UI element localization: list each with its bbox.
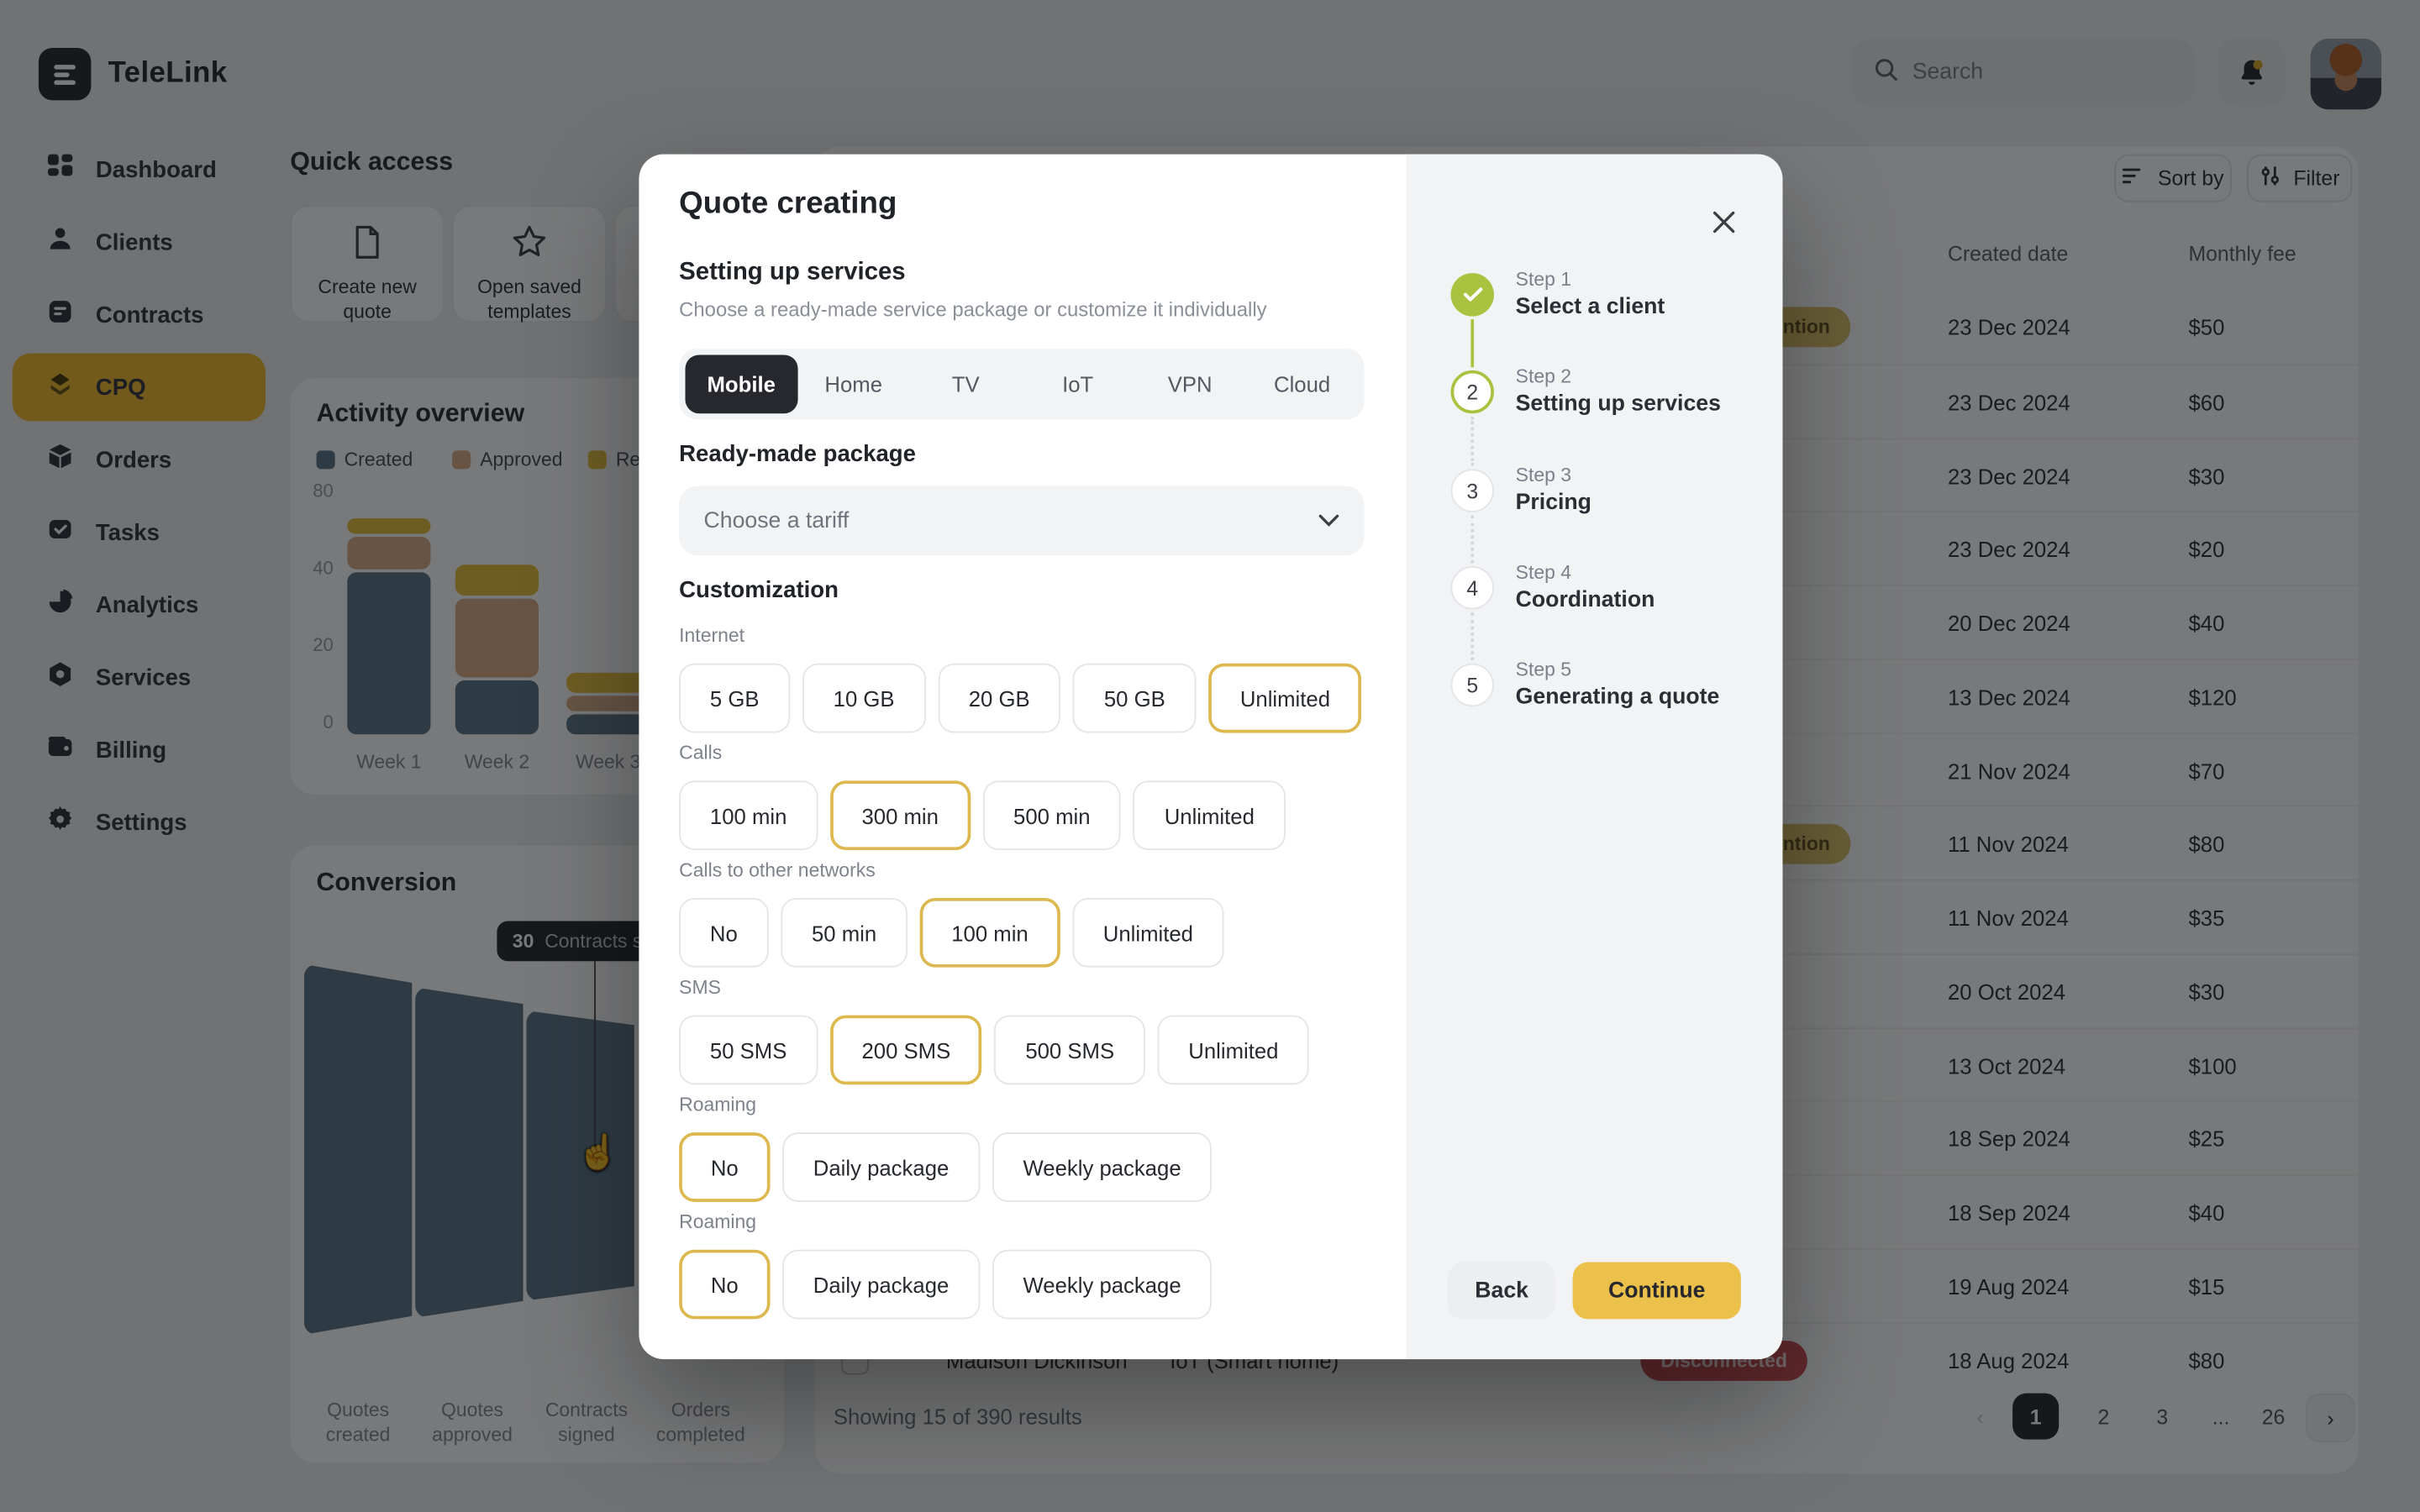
option-group: No Daily package Weekly package <box>679 1249 1213 1320</box>
option-button[interactable]: 50 GB <box>1073 663 1197 733</box>
option-group: 5 GB 10 GB 20 GB 50 GB Unlimited <box>679 663 1362 733</box>
group-label: Calls <box>679 742 723 764</box>
option-button[interactable]: 10 GB <box>802 663 926 733</box>
stepper-panel <box>1406 154 1783 1360</box>
step-connector <box>1470 612 1475 661</box>
group-label: SMS <box>679 976 721 999</box>
modal-title: Quote creating <box>679 186 897 221</box>
step-connector <box>1470 319 1475 368</box>
option-button[interactable]: Weekly package <box>992 1132 1213 1202</box>
modal-section-title: Setting up services <box>679 259 906 286</box>
tab-home[interactable]: Home <box>824 371 883 397</box>
step-circle: 2 <box>1450 370 1494 414</box>
option-group: 100 min 300 min 500 min Unlimited <box>679 780 1286 851</box>
step-connector <box>1470 416 1475 466</box>
step-eyebrow: Step 5 <box>1515 659 1572 680</box>
step-eyebrow: Step 4 <box>1515 561 1572 584</box>
tariff-select[interactable]: Choose a tariff <box>679 486 1365 556</box>
option-button[interactable]: 5 GB <box>679 663 791 733</box>
option-group: 50 SMS 200 SMS 500 SMS Unlimited <box>679 1015 1310 1085</box>
option-button[interactable]: 300 min <box>829 780 971 851</box>
group-label: Roaming <box>679 1094 757 1116</box>
option-button[interactable]: 500 min <box>982 780 1122 851</box>
option-button[interactable]: Unlimited <box>1208 663 1362 733</box>
tariff-select-value: Choose a tariff <box>703 508 850 533</box>
option-button[interactable]: No <box>679 1132 771 1202</box>
step-circle: 3 <box>1450 469 1494 512</box>
option-button[interactable]: 50 min <box>781 897 908 968</box>
chevron-down-icon <box>1318 508 1340 533</box>
service-type-tabs: Mobile Home TV IoT VPN Cloud <box>679 349 1365 420</box>
step-title: Generating a quote <box>1515 685 1720 710</box>
tab-cloud[interactable]: Cloud <box>1274 371 1331 397</box>
option-button[interactable]: Unlimited <box>1072 897 1224 968</box>
group-label: Calls to other networks <box>679 859 876 881</box>
option-button[interactable]: No <box>679 1249 771 1320</box>
option-button[interactable]: Weekly package <box>992 1249 1213 1320</box>
package-label: Ready-made package <box>679 441 916 468</box>
tab-vpn[interactable]: VPN <box>1167 371 1213 397</box>
option-button[interactable]: 500 SMS <box>994 1015 1145 1085</box>
step-eyebrow: Step 2 <box>1515 365 1572 388</box>
check-icon <box>1462 283 1482 307</box>
modal-section-subtitle: Choose a ready-made service package or c… <box>679 297 1267 322</box>
customization-title: Customization <box>679 576 839 604</box>
quote-creating-modal: Quote creating Setting up services Choos… <box>639 154 1783 1360</box>
option-button[interactable]: Daily package <box>782 1249 981 1320</box>
step-eyebrow: Step 3 <box>1515 464 1572 486</box>
option-button[interactable]: No <box>679 897 769 968</box>
option-group: No Daily package Weekly package <box>679 1132 1213 1202</box>
step-eyebrow: Step 1 <box>1515 268 1572 291</box>
step-title: Setting up services <box>1515 391 1721 417</box>
step-title: Coordination <box>1515 587 1655 613</box>
option-button[interactable]: Unlimited <box>1157 1015 1310 1085</box>
group-label: Roaming <box>679 1210 757 1233</box>
step-title: Select a client <box>1515 294 1665 320</box>
option-button[interactable]: 200 SMS <box>829 1015 982 1085</box>
option-button[interactable]: 100 min <box>679 780 818 851</box>
option-group: No 50 min 100 min Unlimited <box>679 897 1224 968</box>
tab-iot[interactable]: IoT <box>1062 371 1094 397</box>
option-button[interactable]: Unlimited <box>1133 780 1286 851</box>
option-button[interactable]: Daily package <box>782 1132 981 1202</box>
step-circle: 4 <box>1450 566 1494 610</box>
continue-button[interactable]: Continue <box>1572 1262 1741 1320</box>
group-label: Internet <box>679 624 745 647</box>
step-title: Pricing <box>1515 491 1591 516</box>
step-circle: 5 <box>1450 663 1494 707</box>
option-button[interactable]: 20 GB <box>938 663 1061 733</box>
option-button[interactable]: 50 SMS <box>679 1015 818 1085</box>
step-circle <box>1450 273 1494 317</box>
tab-tv[interactable]: TV <box>951 371 980 397</box>
tab-mobile[interactable]: Mobile <box>685 354 797 414</box>
back-button[interactable]: Back <box>1447 1262 1556 1320</box>
close-icon[interactable] <box>1706 203 1743 240</box>
step-connector <box>1470 515 1475 564</box>
option-button[interactable]: 100 min <box>919 897 1060 968</box>
